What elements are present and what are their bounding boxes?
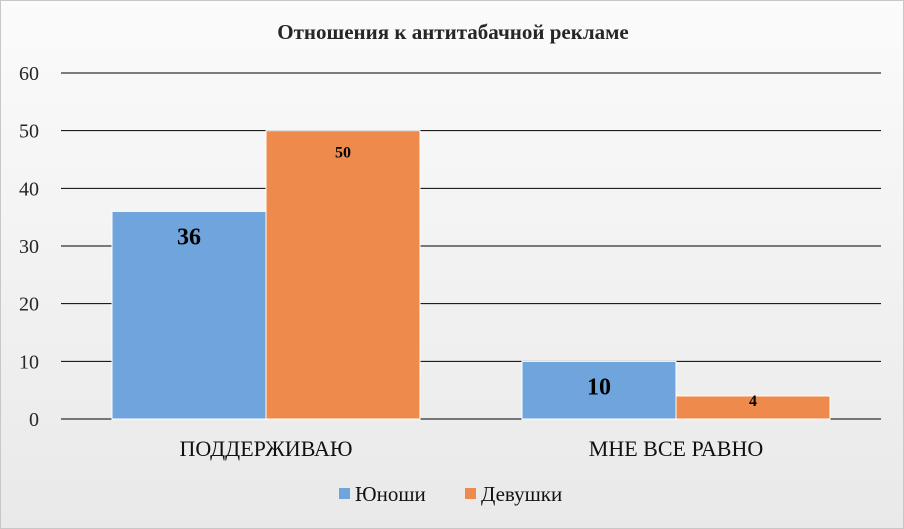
y-tick-label: 50 (19, 121, 39, 143)
y-tick-label: 30 (19, 236, 39, 258)
bar-boys-1 (521, 360, 677, 420)
bar-girls-1 (675, 395, 831, 420)
chart-title: Отношения к антитабачной рекламе (277, 20, 629, 44)
legend-swatch-0 (339, 488, 350, 499)
legend-swatch-1 (465, 488, 476, 499)
data-label: 10 (587, 374, 611, 400)
category-label: ПОДДЕРЖИВАЮ (180, 436, 353, 461)
legend-label-0: Юноши (355, 482, 426, 506)
bar-boys-0 (111, 210, 267, 420)
legend: Юноши Девушки (339, 482, 562, 506)
y-axis-ticks: 0 10 20 30 40 50 60 (19, 63, 39, 431)
y-tick-label: 40 (19, 178, 39, 200)
category-labels: ПОДДЕРЖИВАЮ МНЕ ВСЕ РАВНО (180, 436, 764, 461)
data-labels: 36 50 10 4 (177, 145, 757, 410)
data-label: 4 (749, 393, 757, 410)
legend-label-1: Девушки (481, 482, 562, 506)
y-tick-label: 20 (19, 294, 39, 316)
y-tick-label: 0 (29, 409, 39, 431)
y-tick-label: 10 (19, 351, 39, 373)
bars (111, 130, 831, 420)
data-label: 50 (335, 145, 351, 162)
category-label: МНЕ ВСЕ РАВНО (589, 436, 763, 461)
y-tick-label: 60 (19, 63, 39, 85)
bar-girls-0 (265, 130, 421, 420)
data-label: 36 (177, 224, 201, 250)
